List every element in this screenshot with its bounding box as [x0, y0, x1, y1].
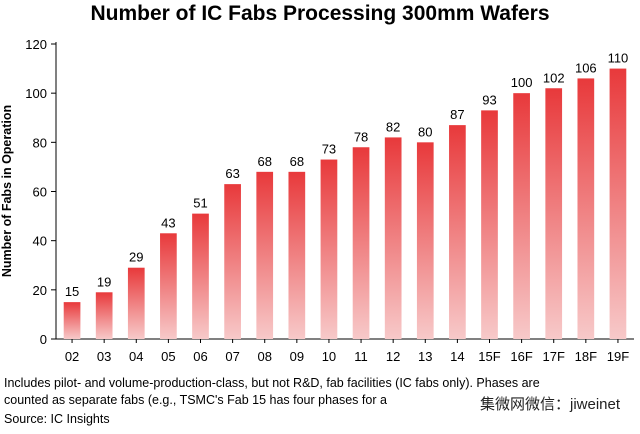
- y-tick-label: 0: [40, 332, 47, 347]
- bar: [160, 233, 177, 339]
- x-tick-label: 10: [322, 349, 336, 364]
- data-label: 63: [225, 166, 239, 181]
- x-tick-label: 02: [65, 349, 79, 364]
- data-label: 73: [322, 142, 336, 157]
- axes: 0 20 40 60 80 100 120: [25, 37, 634, 347]
- labels-group: 15 02 19 03 29 04 43 05 51 06 63 07 68 08 68 09 73 10 78 11…: [65, 51, 629, 364]
- data-label: 100: [511, 75, 533, 90]
- bar: [384, 137, 402, 339]
- x-tick-label: 14: [450, 349, 464, 364]
- x-tick-label: 08: [257, 349, 271, 364]
- y-tick-label: 40: [33, 234, 47, 249]
- watermark: 集微网微信：jiweinet: [476, 392, 625, 415]
- x-tick-label: 09: [290, 349, 304, 364]
- y-tick-label: 80: [33, 135, 47, 150]
- bars-group: [63, 68, 627, 340]
- x-tick-label: 11: [354, 349, 368, 364]
- x-tick-label: 19F: [607, 349, 629, 364]
- bar: [288, 171, 306, 339]
- bar: [577, 78, 595, 340]
- y-tick-label: 20: [33, 283, 47, 298]
- data-label: 15: [65, 284, 79, 299]
- bar: [95, 292, 113, 339]
- x-tick-label: 16F: [510, 349, 532, 364]
- x-tick-label: 18F: [575, 349, 597, 364]
- x-tick-label: 07: [225, 349, 239, 364]
- x-tick-label: 13: [418, 349, 432, 364]
- y-axis-label: Number of Fabs in Operation: [0, 105, 14, 277]
- footnote-line-1: Includes pilot- and volume-production-cl…: [4, 376, 540, 390]
- data-label: 29: [129, 250, 143, 265]
- x-tick-label: 03: [97, 349, 111, 364]
- data-label: 82: [386, 119, 400, 134]
- x-tick-label: 15F: [478, 349, 500, 364]
- y-tick-label: 100: [25, 86, 47, 101]
- y-tick-label: 60: [33, 185, 47, 200]
- bar: [352, 147, 370, 339]
- bar: [224, 184, 241, 339]
- bar: [320, 159, 338, 339]
- bar: [609, 68, 627, 339]
- bar: [63, 302, 81, 339]
- bar: [481, 110, 498, 339]
- data-label: 68: [257, 154, 271, 169]
- y-tick-label: 120: [25, 37, 47, 52]
- footnote: Includes pilot- and volume-production-cl…: [4, 375, 634, 409]
- data-label: 43: [161, 215, 175, 230]
- data-label: 19: [97, 274, 111, 289]
- data-label: 93: [482, 92, 496, 107]
- data-label: 80: [418, 124, 432, 139]
- bar-chart: 0 20 40 60 80 100 120 15 02 19 03 29 04 43 05 51 06 63 07…: [0, 37, 634, 364]
- chart-title: Number of IC Fabs Processing 300mm Wafer…: [90, 2, 550, 25]
- data-label: 87: [450, 107, 464, 122]
- x-tick-label: 04: [129, 349, 143, 364]
- x-tick-label: 06: [193, 349, 207, 364]
- data-label: 78: [354, 129, 368, 144]
- data-label: 102: [543, 70, 565, 85]
- bar: [449, 125, 466, 339]
- data-label: 51: [193, 196, 207, 211]
- source-note: Source: IC Insights: [4, 412, 110, 426]
- bar: [513, 93, 530, 340]
- bar: [192, 213, 209, 339]
- bar: [545, 88, 563, 339]
- data-label: 106: [575, 60, 597, 75]
- bar: [256, 171, 274, 339]
- data-label: 68: [290, 154, 304, 169]
- data-label: 110: [608, 51, 629, 66]
- bar: [416, 142, 434, 339]
- x-tick-label: 12: [386, 349, 400, 364]
- x-tick-label: 17F: [543, 349, 565, 364]
- bar: [127, 267, 145, 339]
- x-tick-label: 05: [161, 349, 175, 364]
- footnote-line-2: counted as separate fabs (e.g., TSMC's F…: [4, 393, 387, 407]
